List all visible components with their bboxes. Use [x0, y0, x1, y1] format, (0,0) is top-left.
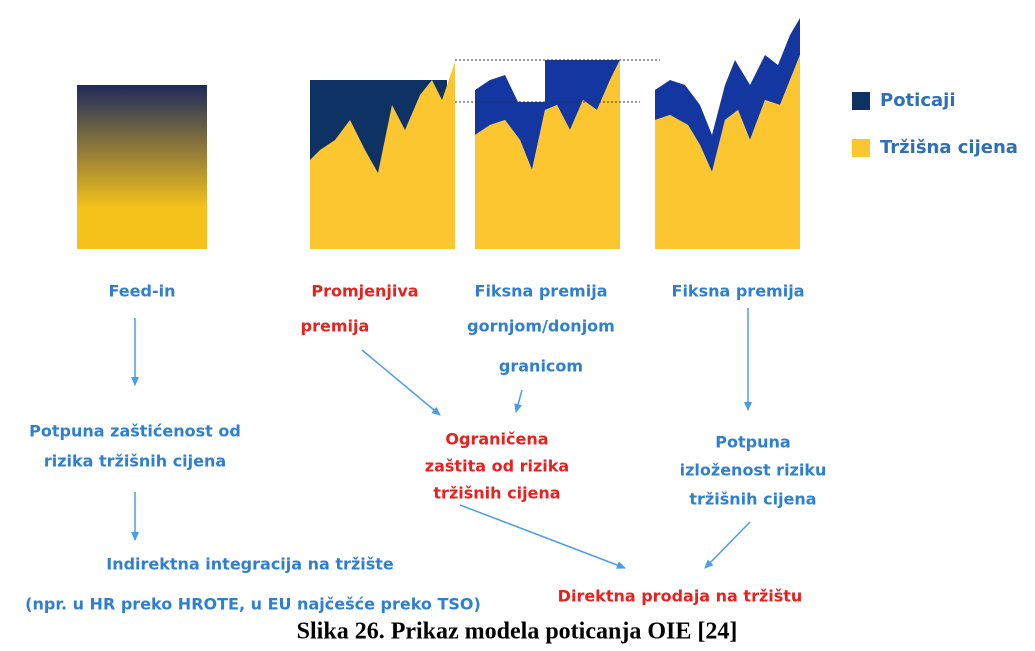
outcome-label: rizika tržišnih cijena: [44, 452, 226, 471]
model-label: gornjom/donjom: [467, 317, 615, 336]
variable-premium-box: [310, 62, 455, 249]
outcome-label: Potpuna: [715, 433, 790, 452]
integration-label: Direktna prodaja na tržištu: [558, 587, 803, 606]
outcome-label: Ograničena: [445, 430, 548, 449]
outcome-label: tržišnih cijena: [433, 484, 560, 503]
fixed-premium-box: [655, 18, 800, 249]
integration-label: Indirektna integracija na tržište: [106, 555, 394, 574]
model-label: granicom: [499, 357, 583, 376]
outcome-label: tržišnih cijena: [689, 490, 816, 509]
arrows: [131, 308, 752, 569]
capped-premium-box: [455, 59, 660, 249]
caption: Slika 26. Prikaz modela poticanja OIE [2…: [297, 619, 738, 645]
outcome-label: izloženost riziku: [680, 461, 827, 480]
feed-in-box: [77, 85, 207, 249]
legend-label: Poticaji: [880, 90, 956, 111]
model-label: Feed-in: [109, 282, 176, 301]
outcome-label: zaštita od rizika: [425, 457, 569, 476]
outcome-label: Potpuna zaštićenost od: [29, 422, 241, 441]
model-label: Fiksna premija: [672, 282, 805, 301]
legend-swatch: [852, 92, 870, 110]
model-label: Promjenjiva: [311, 282, 418, 301]
model-label: Fiksna premija: [475, 282, 608, 301]
legend-label: Tržišna cijena: [880, 137, 1018, 158]
integration-note: (npr. u HR preko HROTE, u EU najčešće pr…: [25, 595, 481, 614]
model-label: premija: [301, 317, 370, 336]
legend-swatch: [852, 139, 870, 157]
